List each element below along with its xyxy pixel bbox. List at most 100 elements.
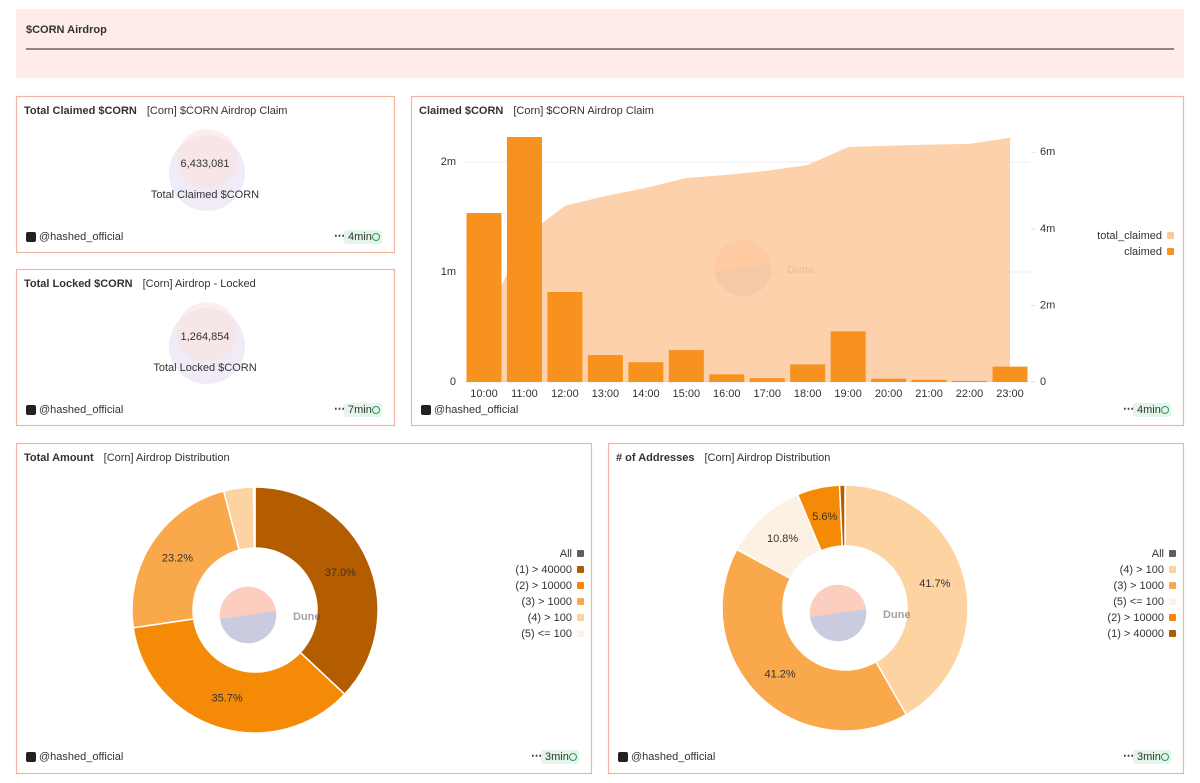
legend-label: (1) > 40000	[515, 564, 572, 576]
counter-decoration	[177, 129, 237, 189]
x-tick-label: 21:00	[915, 388, 943, 400]
panel-subtitle: [Corn] $CORN Airdrop Claim	[147, 105, 288, 117]
age-badge	[1133, 403, 1171, 417]
panel-subtitle: [Corn] Airdrop Distribution	[704, 452, 830, 464]
donut-slice	[721, 548, 908, 732]
legend-swatch	[577, 550, 584, 557]
x-tick-label: 16:00	[713, 388, 741, 400]
legend-label: (4) > 100	[1120, 564, 1164, 576]
panel-subtitle: [Corn] Airdrop - Locked	[143, 278, 256, 290]
age-badge	[344, 403, 382, 417]
age-check	[1161, 753, 1169, 761]
counter-label: Total Claimed $CORN	[151, 189, 259, 201]
legend-swatch	[1169, 582, 1176, 589]
legend-swatch	[1167, 248, 1174, 255]
legend-label: (5) <= 100	[521, 628, 572, 640]
donut-slice	[132, 618, 346, 734]
bar	[911, 379, 947, 382]
x-tick-label: 17:00	[753, 388, 781, 400]
x-tick-label: 10:00	[470, 388, 498, 400]
slice-label: 10.8%	[767, 533, 798, 545]
menu-dots: ⋯	[1123, 750, 1134, 762]
slice-label: 35.7%	[211, 693, 242, 705]
author: @hashed_official	[631, 751, 715, 763]
panel-title: # of Addresses	[616, 452, 694, 464]
panel-title: Claimed $CORN	[419, 105, 503, 117]
bar	[952, 380, 988, 382]
legend-swatch	[1167, 232, 1174, 239]
author-logo	[618, 752, 628, 762]
x-tick-label: 23:00	[996, 388, 1024, 400]
bar	[709, 374, 745, 382]
bar	[790, 364, 826, 382]
age: 4min	[348, 231, 372, 243]
y2-tick-label: 4m	[1040, 223, 1055, 235]
author: @hashed_official	[39, 231, 123, 243]
x-tick-label: 20:00	[875, 388, 903, 400]
bar	[749, 378, 785, 382]
author-logo	[26, 405, 36, 415]
legend-label: (4) > 100	[528, 612, 572, 624]
y-tick-label: 0	[450, 376, 456, 388]
bar	[587, 355, 623, 382]
y-tick-label: 1m	[441, 266, 456, 278]
watermark-logo-bottom	[810, 609, 867, 642]
legend-swatch	[577, 582, 584, 589]
author: @hashed_official	[39, 404, 123, 416]
age: 3min	[545, 751, 569, 763]
x-tick-label: 13:00	[592, 388, 620, 400]
legend-label: (3) > 1000	[1114, 580, 1164, 592]
legend-swatch	[1169, 550, 1176, 557]
panel-title: Total Amount	[24, 452, 94, 464]
bar	[871, 378, 907, 382]
header-panel	[16, 9, 1184, 78]
age-badge	[541, 750, 579, 764]
watermark-logo-top	[809, 584, 866, 617]
age-check	[372, 406, 380, 414]
slice-label: 5.6%	[812, 511, 837, 523]
legend-label: (5) <= 100	[1113, 596, 1164, 608]
watermark-logo-top	[219, 586, 276, 619]
panel	[15, 442, 593, 775]
x-tick-label: 22:00	[956, 388, 984, 400]
donut-slice	[838, 484, 846, 547]
age-check	[1161, 406, 1169, 414]
counter-label: Total Locked $CORN	[153, 362, 256, 374]
author: @hashed_official	[39, 751, 123, 763]
author-logo	[26, 232, 36, 242]
legend-swatch	[1169, 566, 1176, 573]
watermark: Dune	[293, 611, 321, 623]
legend-label: (3) > 1000	[522, 596, 572, 608]
header-title: $CORN Airdrop	[26, 24, 107, 36]
x-tick-label: 11:00	[511, 388, 538, 400]
legend-label: All	[560, 548, 572, 560]
counter-value: 6,433,081	[181, 158, 230, 170]
legend-swatch	[1169, 598, 1176, 605]
slice-label: 37.0%	[325, 567, 356, 579]
panel-title: Total Claimed $CORN	[24, 105, 137, 117]
legend-swatch	[577, 598, 584, 605]
counter-decoration	[177, 302, 237, 362]
menu-dots: ⋯	[334, 403, 345, 415]
bar	[830, 331, 866, 382]
x-tick-label: 19:00	[834, 388, 862, 400]
donut-slice	[252, 486, 256, 549]
author-logo	[26, 752, 36, 762]
legend-label: All	[1152, 548, 1164, 560]
y-tick-label: 2m	[441, 156, 456, 168]
author: @hashed_official	[434, 404, 518, 416]
x-tick-label: 15:00	[673, 388, 701, 400]
counter-value: 1,264,854	[181, 331, 230, 343]
panel-title: Total Locked $CORN	[24, 278, 133, 290]
donut-slice	[254, 486, 379, 696]
y2-tick-label: 6m	[1040, 146, 1055, 158]
legend-label: (1) > 40000	[1107, 628, 1164, 640]
legend-swatch	[1169, 630, 1176, 637]
age: 7min	[348, 404, 372, 416]
slice-label: 23.2%	[162, 553, 193, 565]
legend-label: claimed	[1124, 246, 1162, 258]
panel-subtitle: [Corn] Airdrop Distribution	[104, 452, 230, 464]
age-check	[372, 233, 380, 241]
author-logo	[421, 405, 431, 415]
